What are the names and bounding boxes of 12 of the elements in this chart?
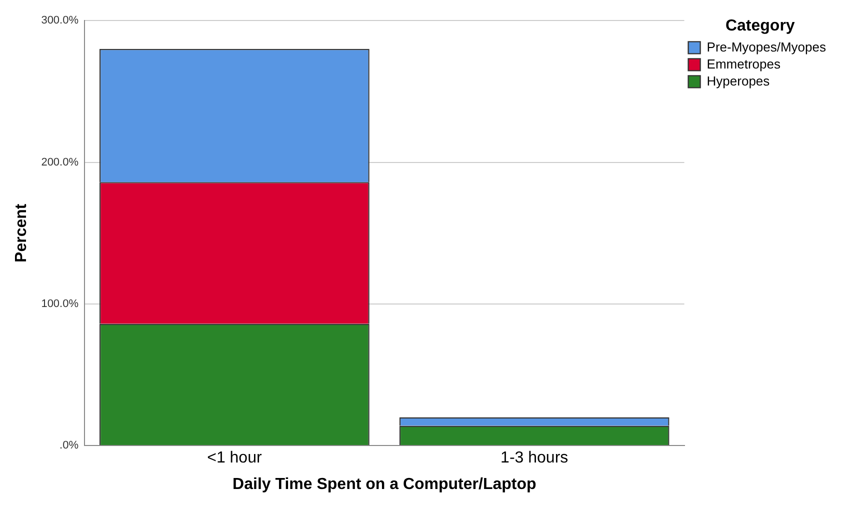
y-tick-label: 100.0% <box>41 298 79 310</box>
legend-label: Emmetropes <box>706 56 781 72</box>
legend-label: Pre-Myopes/Myopes <box>706 39 826 54</box>
y-tick-label: 200.0% <box>41 156 79 168</box>
y-tick-label: 300.0% <box>41 14 79 27</box>
legend-label: Hyperopes <box>706 73 770 88</box>
y-axis-title: Percent <box>13 203 30 262</box>
x-tick-label: 1-3 hours <box>500 450 568 467</box>
x-axis-title: Daily Time Spent on a Computer/Laptop <box>232 476 536 493</box>
x-tick-label: <1 hour <box>207 450 262 467</box>
y-tick-label: .0% <box>60 440 79 452</box>
legend-title: Category <box>725 17 795 34</box>
